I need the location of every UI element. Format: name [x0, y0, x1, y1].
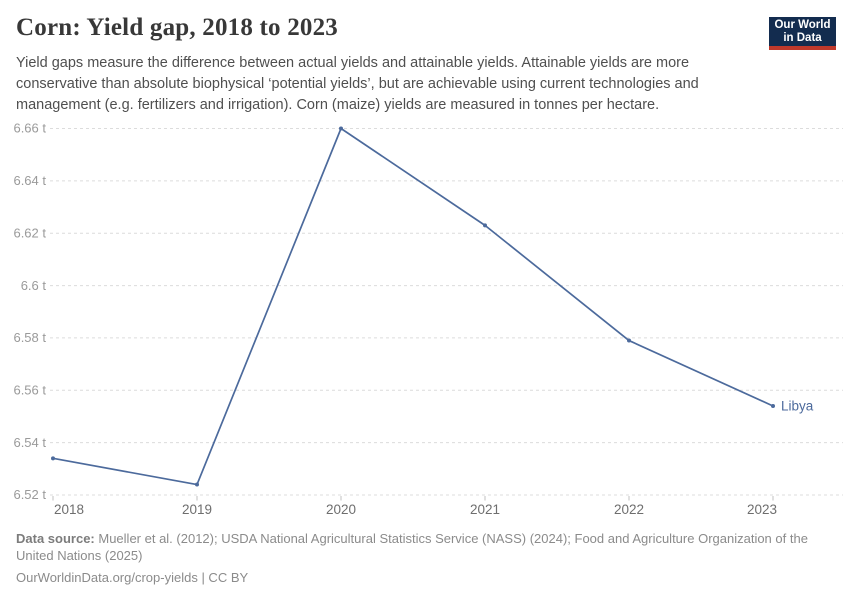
series-end-label[interactable]: Libya	[781, 398, 814, 413]
data-point[interactable]	[771, 403, 775, 408]
y-axis-tick-label: 6.56 t	[13, 382, 46, 397]
data-source-text-continued: United Nations (2025)	[16, 548, 143, 563]
x-axis-tick-label: 2018	[54, 502, 84, 517]
data-point[interactable]	[51, 456, 55, 461]
data-source-line: Data source: Mueller et al. (2012); USDA…	[16, 530, 826, 547]
y-axis-tick-label: 6.64 t	[13, 173, 46, 188]
x-axis-tick-label: 2021	[470, 502, 500, 517]
data-point[interactable]	[195, 482, 199, 487]
y-axis-tick-label: 6.6 t	[21, 278, 47, 293]
y-axis-tick-label: 6.62 t	[13, 225, 46, 240]
data-line-libya[interactable]	[52, 127, 774, 486]
y-axis-tick-label: 6.58 t	[13, 330, 46, 345]
subtitle-line: management (e.g. fertilizers and irrigat…	[16, 97, 660, 113]
subtitle-line: Yield gaps measure the difference betwee…	[16, 55, 690, 71]
x-axis-tick-label: 2019	[182, 502, 212, 517]
data-point[interactable]	[483, 223, 487, 228]
logo-text-line2: in Data	[783, 32, 822, 44]
data-point[interactable]	[627, 338, 631, 343]
chart-footer: Data source: Mueller et al. (2012); USDA…	[16, 530, 826, 586]
y-axis-tick-label: 6.52 t	[13, 487, 46, 502]
page-title: Corn: Yield gap, 2018 to 2023	[16, 14, 338, 41]
data-point[interactable]	[339, 126, 343, 131]
chart-subtitle: Yield gaps measure the difference betwee…	[16, 53, 699, 116]
y-axis-tick-label: 6.66 t	[13, 121, 46, 136]
data-source-text: Mueller et al. (2012); USDA National Agr…	[98, 531, 808, 546]
subtitle-line: conservative than absolute biophysical ‘…	[16, 76, 699, 92]
license-line[interactable]: OurWorldinData.org/crop-yields | CC BY	[16, 570, 249, 585]
x-axis-tick-label: 2022	[614, 502, 644, 517]
x-axis-tick-label: 2020	[326, 502, 356, 517]
owid-logo[interactable]: Our World in Data	[769, 17, 836, 50]
x-axis-tick-label: 2023	[747, 502, 777, 517]
line-chart[interactable]: 6.52 t 6.54 t 6.56 t 6.58 t 6.6 t 6.62 t 6.64 …	[0, 113, 850, 517]
y-axis-tick-label: 6.54 t	[13, 435, 46, 450]
logo-text-line1: Our World	[774, 19, 831, 31]
data-source-label: Data source:	[16, 531, 95, 546]
